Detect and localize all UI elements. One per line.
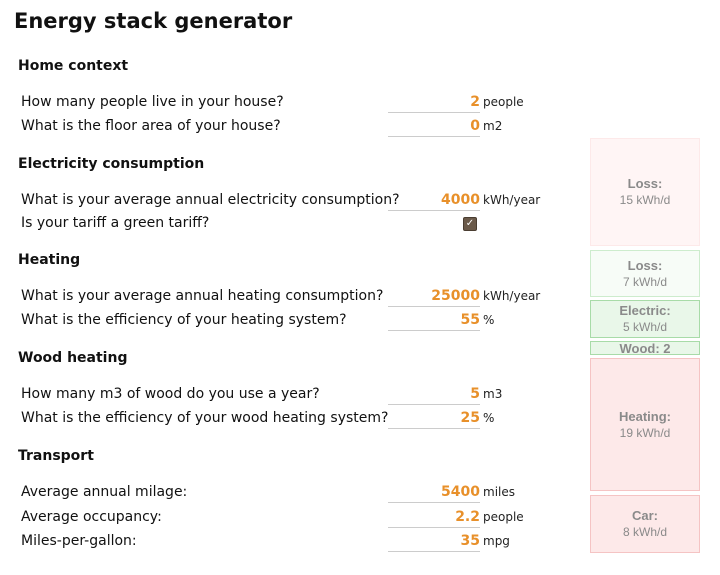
page-title: Energy stack generator [14,9,293,33]
heating-efficiency-question: What is the efficiency of your heating s… [21,312,347,328]
green-tariff-question: Is your tariff a green tariff? [21,215,210,231]
people-unit: people [483,95,524,109]
row-people: How many people live in your house? peop… [0,92,560,114]
stack-block-electricity-loss: Loss: 15 kWh/d [590,138,700,246]
wood-efficiency-input[interactable] [388,408,480,429]
heating-efficiency-input[interactable] [388,310,480,331]
occupancy-unit: people [483,510,524,524]
heating-consumption-question: What is your average annual heating cons… [21,288,384,304]
wood-efficiency-question: What is the efficiency of your wood heat… [21,410,389,426]
stack-block-label: Electric: [619,303,671,318]
row-wood-efficiency: What is the efficiency of your wood heat… [0,408,560,430]
mpg-input[interactable] [388,531,480,552]
heating-consumption-input[interactable] [388,286,480,307]
stack-block-heating-loss: Loss: 7 kWh/d [590,250,700,297]
stack-block-wood: Wood: 2 [590,340,700,356]
stack-block-label: Loss: [627,176,663,191]
stack-block-label: Wood: 2 [619,340,671,356]
section-heating: Heating [18,252,81,268]
stack-block-label: Loss: [627,257,663,273]
stack-block-value: 8 kWh/d [622,525,667,539]
section-home-context: Home context [18,58,129,74]
section-transport: Transport [18,448,94,464]
row-occupancy: Average occupancy: people [0,507,560,529]
heating-efficiency-unit: % [483,313,495,327]
section-electricity: Electricity consumption [18,156,205,172]
row-heating-efficiency: What is the efficiency of your heating s… [0,310,560,332]
wood-volume-unit: m3 [483,387,503,401]
stack-block-car: Car: 8 kWh/d [590,495,700,553]
people-question: How many people live in your house? [21,94,284,110]
electricity-consumption-input[interactable] [388,190,480,211]
row-green-tariff: Is your tariff a green tariff? ✓ [0,213,560,235]
occupancy-input[interactable] [388,507,480,528]
section-wood-heating: Wood heating [18,350,128,366]
stack-block-value: 19 kWh/d [619,425,671,440]
wood-volume-input[interactable] [388,384,480,405]
floor-area-unit: m2 [483,119,503,133]
row-heating-consumption: What is your average annual heating cons… [0,286,560,308]
floor-area-question: What is the floor area of your house? [21,118,281,134]
row-floor-area: What is the floor area of your house? m2 [0,116,560,138]
occupancy-question: Average occupancy: [21,509,162,525]
row-electricity-consumption: What is your average annual electricity … [0,190,560,212]
milage-input[interactable] [388,482,480,503]
stack-block-value: 15 kWh/d [619,193,671,207]
wood-efficiency-unit: % [483,411,495,425]
stack-block-label: Heating: [619,408,671,424]
heating-consumption-unit: kWh/year [483,289,541,303]
row-wood-volume: How many m3 of wood do you use a year? m… [0,384,560,406]
row-milage: Average annual milage: miles [0,482,560,504]
wood-volume-question: How many m3 of wood do you use a year? [21,386,320,402]
green-tariff-checkbox[interactable]: ✓ [463,217,477,231]
stack-block-heating: Heating: 19 kWh/d [590,358,700,491]
stack-block-label: Car: [631,508,658,523]
milage-unit: miles [483,485,515,499]
mpg-unit: mpg [483,534,510,548]
electricity-consumption-question: What is your average annual electricity … [21,192,400,208]
mpg-question: Miles-per-gallon: [21,533,137,549]
people-input[interactable] [388,92,480,113]
row-mpg: Miles-per-gallon: mpg [0,531,560,553]
floor-area-input[interactable] [388,116,480,137]
stack-block-value: 7 kWh/d [622,274,667,289]
electricity-consumption-unit: kWh/year [483,193,541,207]
stack-block-value: 5 kWh/d [622,320,667,334]
stack-block-electric: Electric: 5 kWh/d [590,300,700,338]
milage-question: Average annual milage: [21,484,188,500]
